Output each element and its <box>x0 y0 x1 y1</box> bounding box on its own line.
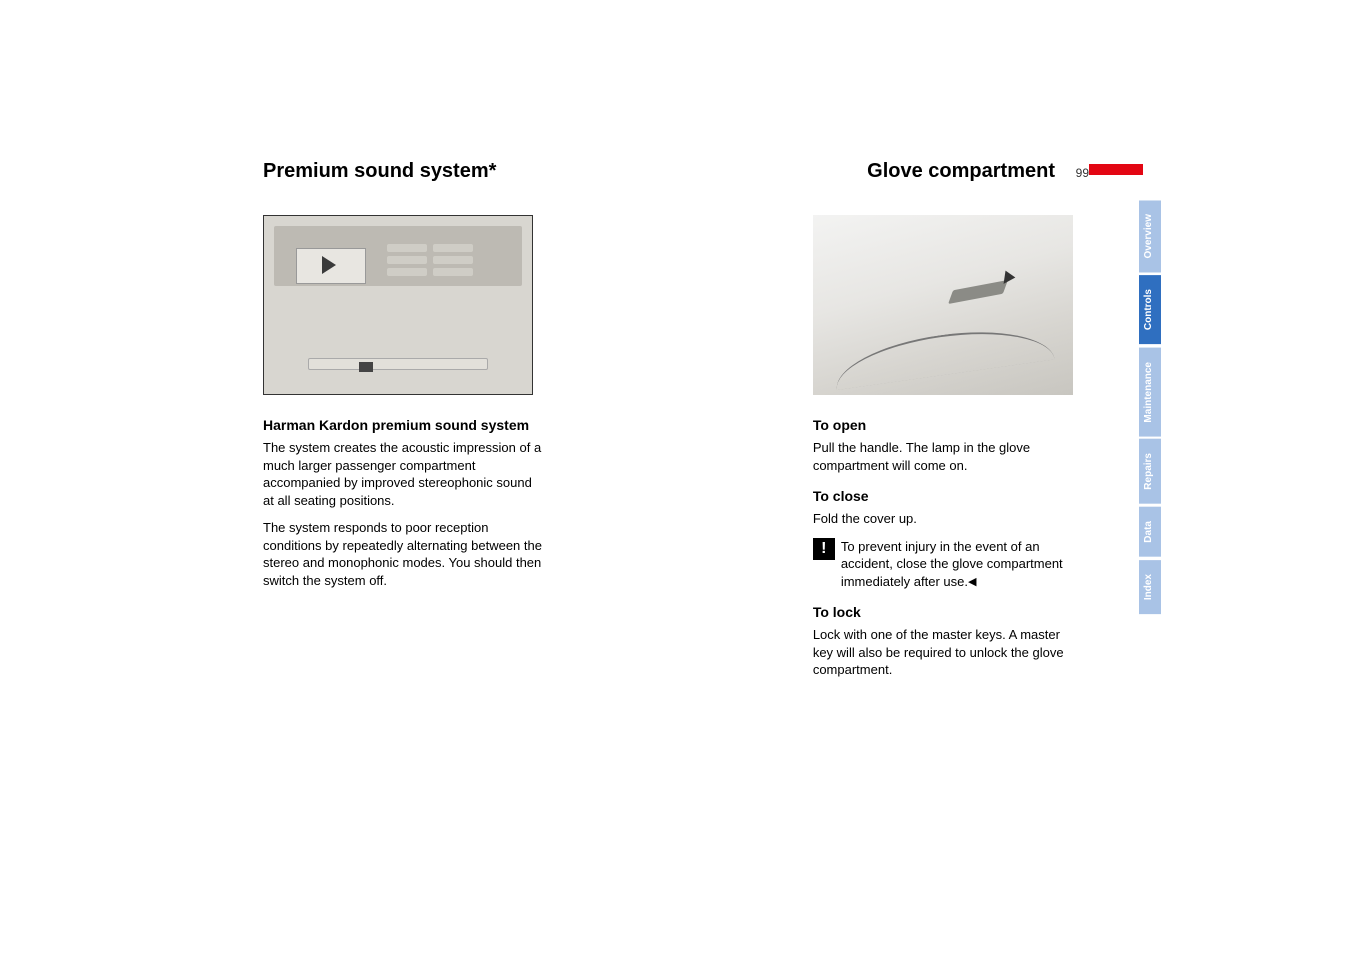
sound-system-illustration: MVB9919GMA <box>263 215 533 395</box>
to-close-body: Fold the cover up. <box>813 510 1083 528</box>
tab-overview[interactable]: Overview <box>1139 200 1161 272</box>
left-column: MVB9919GMA Harman Kardon premium sound s… <box>263 215 543 689</box>
glove-compartment-illustration: MVB9244FMA <box>813 215 1073 395</box>
section-tabs: Overview Controls Maintenance Repairs Da… <box>1139 200 1161 617</box>
tab-controls[interactable]: Controls <box>1139 275 1161 344</box>
end-marker-icon: ▶ <box>968 575 976 590</box>
hk-paragraph-2: The system responds to poor reception co… <box>263 519 543 589</box>
button-grid <box>387 244 507 280</box>
page-number: 99 <box>1076 166 1089 180</box>
to-lock-body: Lock with one of the master keys. A mast… <box>813 626 1083 679</box>
tab-data[interactable]: Data <box>1139 507 1161 557</box>
to-open-heading: To open <box>813 417 1083 433</box>
to-open-body: Pull the handle. The lamp in the glove c… <box>813 439 1083 474</box>
page-accent-bar <box>1089 164 1143 175</box>
right-column: MVB9244FMA To open Pull the handle. The … <box>813 215 1083 689</box>
to-lock-heading: To lock <box>813 604 1083 620</box>
hk-paragraph-1: The system creates the acoustic impressi… <box>263 439 543 509</box>
tab-maintenance[interactable]: Maintenance <box>1139 348 1161 437</box>
play-icon <box>322 256 336 274</box>
tab-index[interactable]: Index <box>1139 560 1161 614</box>
warning-text: To prevent injury in the event of an acc… <box>841 538 1083 591</box>
right-heading: Glove compartment <box>867 160 1055 183</box>
tab-repairs[interactable]: Repairs <box>1139 439 1161 504</box>
stereo-panel <box>274 226 522 286</box>
hk-subheading: Harman Kardon premium sound system <box>263 417 543 433</box>
stereo-lower-panel <box>274 344 522 384</box>
to-close-heading: To close <box>813 488 1083 504</box>
warning-icon: ! <box>813 538 835 560</box>
left-heading: Premium sound system* <box>263 160 496 183</box>
warning-block: ! To prevent injury in the event of an a… <box>813 538 1083 591</box>
